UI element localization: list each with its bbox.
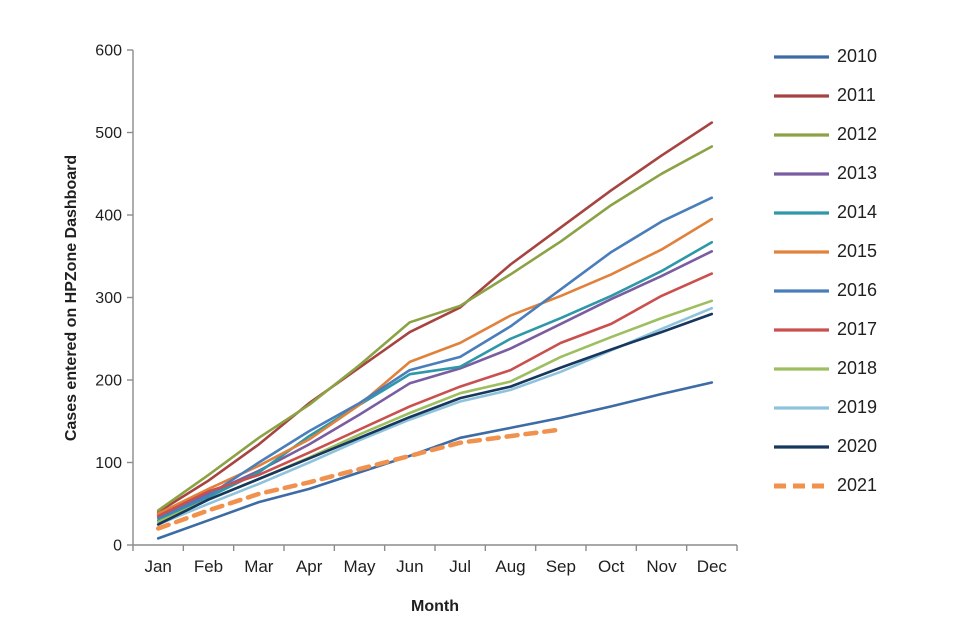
y-tick-label: 100 — [95, 455, 122, 472]
x-tick-label: Dec — [697, 557, 728, 576]
y-axis-title: Cases entered on HPZone Dashboard — [63, 154, 80, 442]
series-line-2012 — [156, 145, 714, 512]
legend-item-2020: 2020 — [773, 427, 953, 466]
legend-label: 2013 — [837, 163, 878, 183]
legend-label: 2018 — [837, 358, 878, 378]
legend-label: 2011 — [837, 85, 876, 105]
legend-swatch-2017-line-icon — [773, 326, 830, 334]
legend-item-2013: 2013 — [773, 154, 953, 193]
x-tick-label: Nov — [646, 557, 677, 576]
legend-swatch-2011-line-icon — [773, 92, 830, 100]
legend-item-2015: 2015 — [773, 232, 953, 271]
legend-label: 2012 — [837, 124, 878, 144]
legend-label: 2020 — [837, 436, 878, 456]
legend-item-2019: 2019 — [773, 388, 953, 427]
series-line-2013 — [156, 250, 714, 517]
legend-label: 2010 — [837, 46, 878, 66]
legend-label: 2019 — [837, 397, 878, 417]
legend-swatch-2016-line-icon — [773, 287, 830, 295]
x-tick-label: Sep — [546, 557, 576, 576]
legend: 2010 2011 2012 2013 2014 2015 2016 2017 2018 2019… — [773, 37, 953, 505]
x-tick-label: Oct — [598, 557, 625, 576]
y-tick-label: 600 — [95, 43, 122, 60]
y-tick-label: 500 — [95, 125, 122, 142]
legend-swatch-2020-line-icon — [773, 443, 830, 451]
legend-swatch-2019-line-icon — [773, 404, 830, 412]
legend-label: 2015 — [837, 241, 878, 261]
legend-swatch-2021-dashed-line-icon — [773, 482, 830, 490]
legend-swatch-2014-line-icon — [773, 209, 830, 217]
legend-swatch-2018-line-icon — [773, 365, 830, 373]
series-line-2010 — [156, 381, 714, 540]
x-tick-label: Aug — [495, 557, 525, 576]
legend-swatch-2012-line-icon — [773, 131, 830, 139]
series-line-2019 — [156, 306, 714, 526]
legend-label: 2021 — [837, 475, 878, 495]
legend-label: 2016 — [837, 280, 878, 300]
x-tick-label: Feb — [194, 557, 223, 576]
y-tick-label: 300 — [95, 290, 122, 307]
series-line-2020 — [156, 312, 714, 526]
legend-swatch-2015-line-icon — [773, 248, 830, 256]
series-line-2021 — [155, 427, 564, 531]
y-tick-label: 400 — [95, 208, 122, 225]
legend-item-2014: 2014 — [773, 193, 953, 232]
series-line-2016 — [156, 196, 714, 520]
x-tick-label: Jul — [449, 557, 471, 576]
legend-label: 2017 — [837, 319, 878, 339]
x-tick-label: Jan — [144, 557, 171, 576]
legend-item-2010: 2010 — [773, 37, 953, 76]
legend-item-2021: 2021 — [773, 466, 953, 505]
x-tick-label: May — [343, 557, 376, 576]
x-tick-label: Mar — [244, 557, 274, 576]
legend-swatch-2010-line-icon — [773, 53, 830, 61]
legend-item-2018: 2018 — [773, 349, 953, 388]
legend-swatch-2013-line-icon — [773, 170, 830, 178]
x-tick-label: Apr — [296, 557, 323, 576]
legend-label: 2014 — [837, 202, 878, 222]
legend-item-2011: 2011 — [773, 76, 953, 115]
legend-item-2016: 2016 — [773, 271, 953, 310]
legend-item-2012: 2012 — [773, 115, 953, 154]
series-line-2017 — [156, 272, 714, 518]
series-line-2011 — [156, 121, 714, 514]
series-line-2015 — [156, 217, 714, 515]
x-axis-title: Month — [411, 598, 459, 615]
legend-item-2017: 2017 — [773, 310, 953, 349]
y-tick-label: 200 — [95, 373, 122, 390]
y-tick-label: 0 — [113, 538, 122, 555]
x-tick-label: Jun — [396, 557, 423, 576]
